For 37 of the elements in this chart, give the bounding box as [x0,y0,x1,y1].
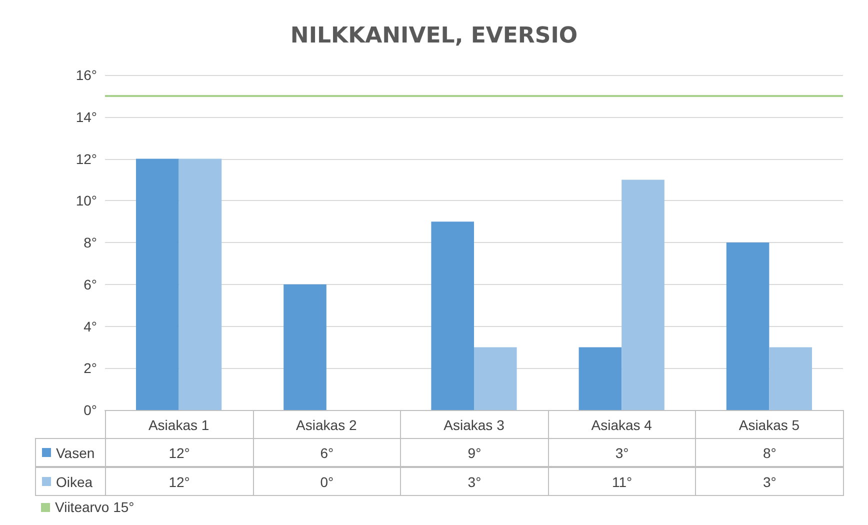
y-tick-label: 14° [76,108,97,125]
bar [178,158,222,410]
data-label: 3° [548,438,696,467]
data-label: 6° [252,438,402,467]
legend-label: Oikea [56,474,93,490]
x-tick-label: Asiakas 3 [444,417,505,433]
y-tick-label: 16° [76,67,97,83]
data-label: 11° [548,467,696,496]
bar [769,347,812,410]
x-tick-label: Asiakas 2 [296,417,357,433]
x-tick-label: Asiakas 1 [148,417,210,433]
legend-label: Viitearvo 15° [55,499,134,515]
data-label: 3° [400,467,549,496]
y-tick-label: 4° [84,318,97,334]
y-tick-label: 10° [76,192,97,209]
data-label: 0° [252,467,402,496]
bar [578,347,622,410]
bar [622,180,664,410]
data-label: 8° [695,438,844,467]
bar [474,347,517,410]
data-label: 3° [695,467,844,496]
data-label: 12° [105,467,254,496]
y-tick-label: 12° [76,150,97,167]
y-tick-label: 0° [84,402,97,418]
bar [726,242,770,410]
bar [431,222,474,410]
bar [136,158,179,410]
y-tick-label: 8° [84,234,97,250]
legend-label: Vasen [56,444,95,460]
chart-title: NILKKANIVEL, EVERSIO [290,24,578,48]
y-tick-label: 6° [84,276,97,292]
bar [284,284,326,410]
data-label: 12° [105,438,254,467]
y-tick-label: 2° [84,360,97,376]
data-label: 9° [400,438,549,467]
x-tick-label: Asiakas 5 [738,417,800,433]
x-tick-label: Asiakas 4 [591,417,652,433]
